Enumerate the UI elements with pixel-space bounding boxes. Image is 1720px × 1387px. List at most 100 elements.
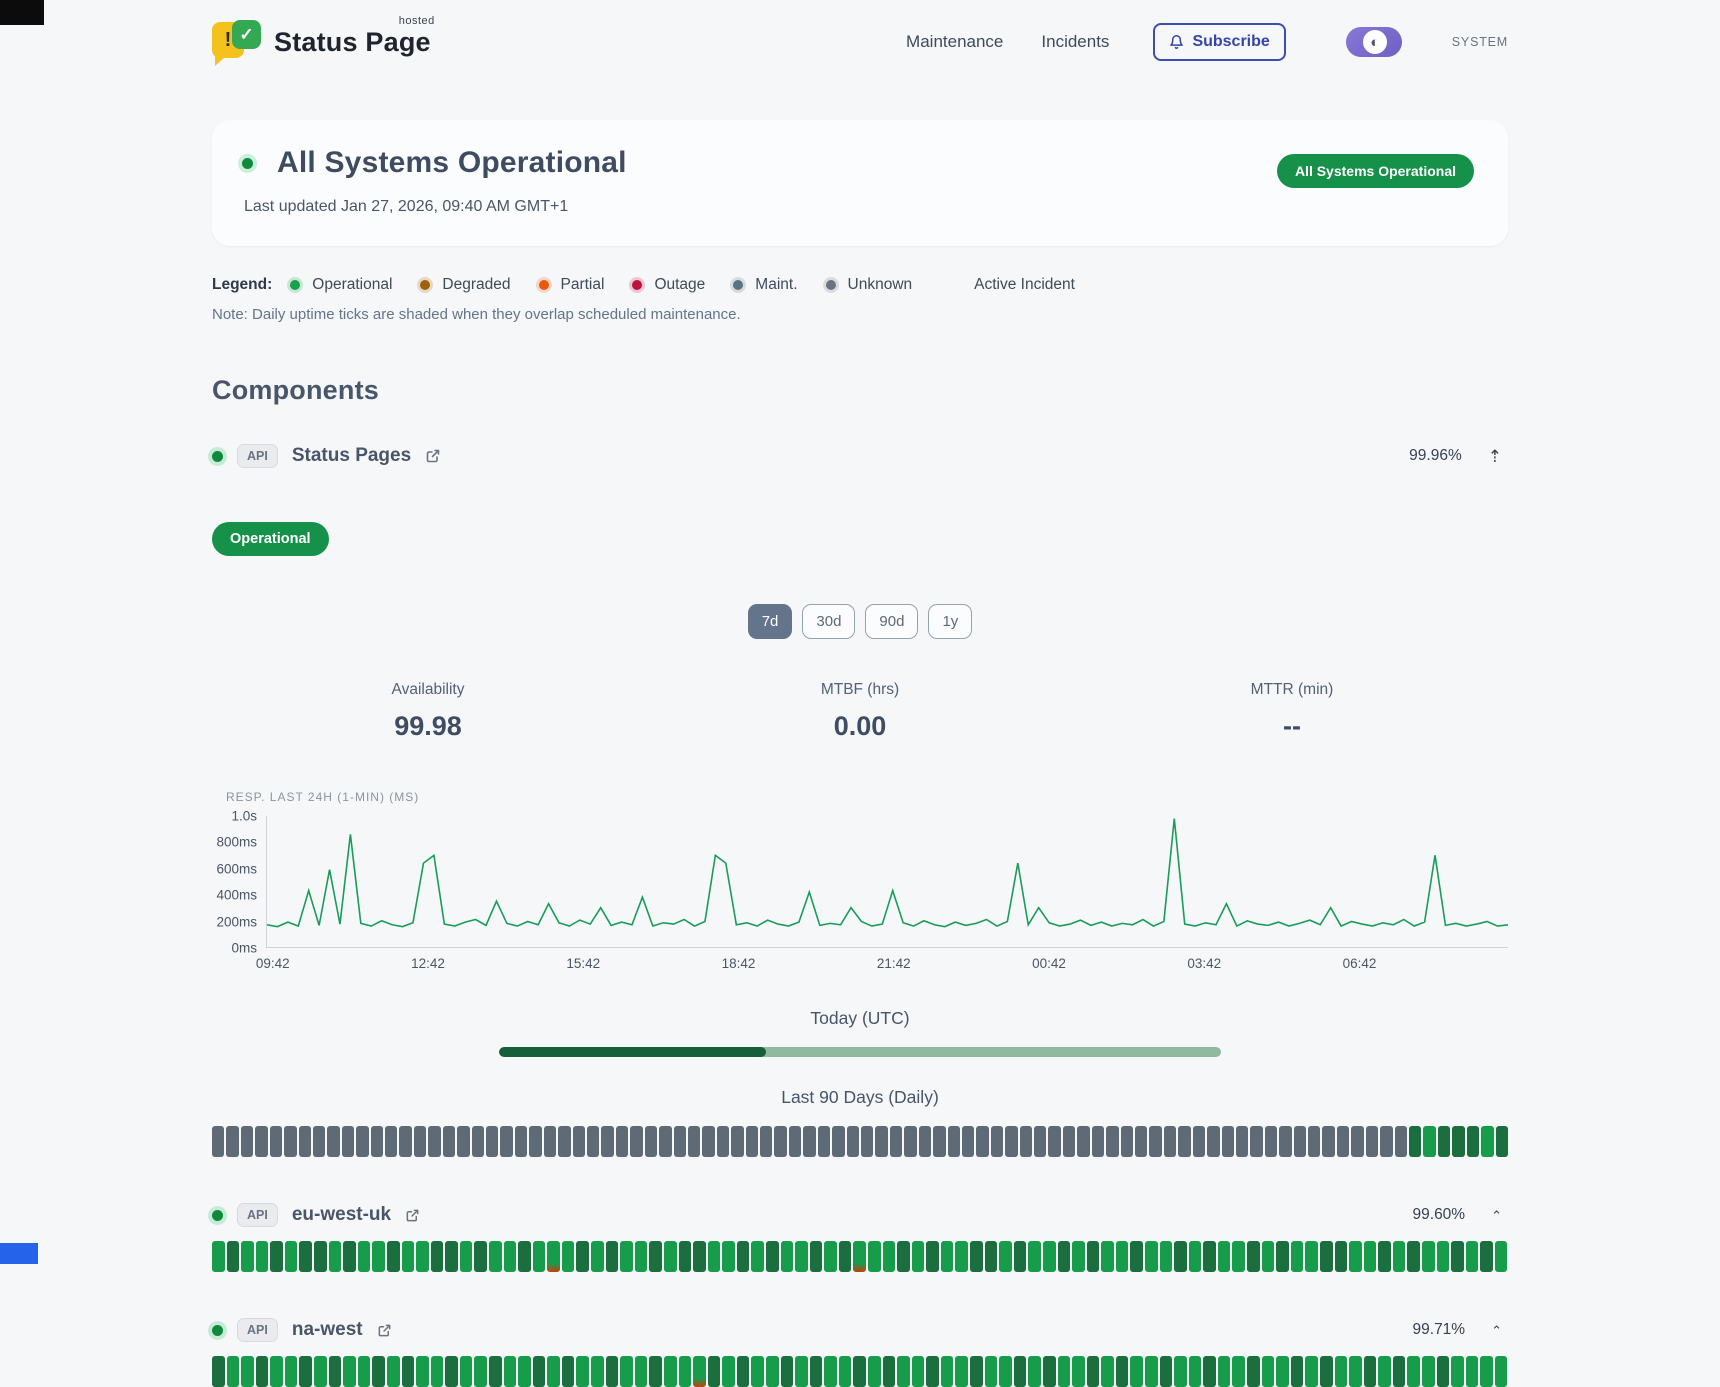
uptime-tick[interactable] xyxy=(722,1241,735,1272)
uptime-tick[interactable] xyxy=(386,1356,400,1387)
uptime-tick[interactable] xyxy=(591,1241,604,1272)
uptime-tick[interactable] xyxy=(1319,1241,1333,1272)
uptime-tick[interactable] xyxy=(1392,1241,1406,1272)
uptime-tick[interactable] xyxy=(299,1241,313,1272)
uptime-tick[interactable] xyxy=(1057,1356,1071,1387)
uptime-tick[interactable] xyxy=(926,1356,939,1387)
uptime-tick[interactable] xyxy=(918,1126,932,1157)
uptime-tick[interactable] xyxy=(1013,1356,1027,1387)
uptime-tick[interactable] xyxy=(1407,1241,1420,1272)
uptime-tick[interactable] xyxy=(731,1126,744,1157)
uptime-tick[interactable] xyxy=(765,1356,779,1387)
uptime-tick[interactable] xyxy=(1159,1356,1173,1387)
uptime-tick[interactable] xyxy=(1005,1126,1018,1157)
uptime-tick[interactable] xyxy=(428,1126,441,1157)
uptime-tick[interactable] xyxy=(518,1356,531,1387)
uptime-tick[interactable] xyxy=(1188,1241,1202,1272)
uptime-tick[interactable] xyxy=(370,1126,384,1157)
uptime-tick[interactable] xyxy=(1163,1126,1177,1157)
uptime-tick[interactable] xyxy=(1494,1241,1508,1272)
uptime-tick[interactable] xyxy=(1013,1241,1027,1272)
uptime-tick[interactable] xyxy=(576,1241,590,1272)
uptime-tick[interactable] xyxy=(1145,1241,1158,1272)
external-link-icon[interactable] xyxy=(377,1323,392,1338)
subscribe-button[interactable]: Subscribe xyxy=(1153,23,1286,61)
brand[interactable]: ! ✓ Status Page hosted xyxy=(212,15,434,66)
uptime-tick[interactable] xyxy=(591,1356,604,1387)
uptime-tick[interactable] xyxy=(1481,1126,1494,1157)
uptime-tick[interactable] xyxy=(343,1356,356,1387)
uptime-tick[interactable] xyxy=(503,1356,517,1387)
uptime-tick[interactable] xyxy=(620,1241,633,1272)
uptime-tick[interactable] xyxy=(853,1356,867,1387)
uptime-tick[interactable] xyxy=(1042,1356,1056,1387)
uptime-tick[interactable] xyxy=(615,1126,629,1157)
uptime-tick[interactable] xyxy=(736,1356,750,1387)
uptime-tick[interactable] xyxy=(678,1356,692,1387)
uptime-tick[interactable] xyxy=(1452,1126,1465,1157)
uptime-tick[interactable] xyxy=(1465,1241,1479,1272)
uptime-tick[interactable] xyxy=(1276,1241,1289,1272)
uptime-tick[interactable] xyxy=(1480,1356,1493,1387)
uptime-tick[interactable] xyxy=(976,1126,989,1157)
uptime-tick[interactable] xyxy=(1106,1126,1119,1157)
uptime-tick[interactable] xyxy=(961,1126,975,1157)
uptime-tick[interactable] xyxy=(1115,1356,1129,1387)
uptime-tick[interactable] xyxy=(430,1241,444,1272)
uptime-tick[interactable] xyxy=(882,1356,896,1387)
uptime-tick[interactable] xyxy=(644,1126,658,1157)
uptime-tick[interactable] xyxy=(1217,1241,1231,1272)
uptime-tick[interactable] xyxy=(241,1241,254,1272)
uptime-tick[interactable] xyxy=(1174,1356,1187,1387)
uptime-tick[interactable] xyxy=(1159,1241,1173,1272)
uptime-tick[interactable] xyxy=(561,1356,575,1387)
uptime-tick[interactable] xyxy=(212,1356,225,1387)
component-header-row[interactable]: API Status Pages 99.96% ⇡ xyxy=(212,444,1508,468)
uptime-tick[interactable] xyxy=(558,1126,571,1157)
sub-component-header-row[interactable]: API na-west 99.71% ⌃ xyxy=(212,1318,1508,1342)
uptime-tick[interactable] xyxy=(240,1126,254,1157)
uptime-tick[interactable] xyxy=(1145,1356,1158,1387)
uptime-tick[interactable] xyxy=(940,1241,954,1272)
uptime-tick[interactable] xyxy=(1086,1241,1100,1272)
uptime-tick[interactable] xyxy=(503,1241,517,1272)
expand-chevron-icon[interactable]: ⌃ xyxy=(1485,1208,1508,1223)
uptime-tick[interactable] xyxy=(1363,1356,1377,1387)
uptime-tick[interactable] xyxy=(1336,1126,1350,1157)
uptime-tick[interactable] xyxy=(372,1356,385,1387)
uptime-tick[interactable] xyxy=(605,1356,619,1387)
uptime-tick[interactable] xyxy=(314,1356,327,1387)
uptime-tick[interactable] xyxy=(751,1356,764,1387)
uptime-tick[interactable] xyxy=(1034,1126,1047,1157)
uptime-tick[interactable] xyxy=(459,1356,473,1387)
uptime-tick[interactable] xyxy=(518,1241,531,1272)
uptime-tick[interactable] xyxy=(663,1356,677,1387)
uptime-tick[interactable] xyxy=(795,1356,808,1387)
uptime-tick[interactable] xyxy=(970,1241,983,1272)
uptime-tick[interactable] xyxy=(1019,1126,1033,1157)
uptime-tick[interactable] xyxy=(385,1126,398,1157)
uptime-tick[interactable] xyxy=(1217,1356,1231,1387)
uptime-tick[interactable] xyxy=(328,1356,342,1387)
uptime-tick[interactable] xyxy=(1072,1241,1085,1272)
uptime-tick[interactable] xyxy=(356,1126,369,1157)
uptime-tick[interactable] xyxy=(1305,1241,1318,1272)
uptime-tick[interactable] xyxy=(255,1126,268,1157)
uptime-tick[interactable] xyxy=(940,1356,954,1387)
uptime-tick[interactable] xyxy=(824,1356,837,1387)
uptime-tick[interactable] xyxy=(270,1241,283,1272)
uptime-tick[interactable] xyxy=(1290,1356,1304,1387)
uptime-tick[interactable] xyxy=(1207,1126,1220,1157)
uptime-tick[interactable] xyxy=(1091,1126,1105,1157)
uptime-tick[interactable] xyxy=(868,1241,881,1272)
uptime-tick[interactable] xyxy=(312,1126,326,1157)
uptime-tick[interactable] xyxy=(1409,1126,1422,1157)
uptime-tick[interactable] xyxy=(255,1241,269,1272)
uptime-tick[interactable] xyxy=(270,1356,283,1387)
uptime-tick[interactable] xyxy=(926,1241,939,1272)
uptime-tick[interactable] xyxy=(659,1126,672,1157)
uptime-tick[interactable] xyxy=(1247,1356,1260,1387)
uptime-tick[interactable] xyxy=(1351,1126,1364,1157)
uptime-tick[interactable] xyxy=(298,1126,311,1157)
uptime-tick[interactable] xyxy=(401,1356,415,1387)
